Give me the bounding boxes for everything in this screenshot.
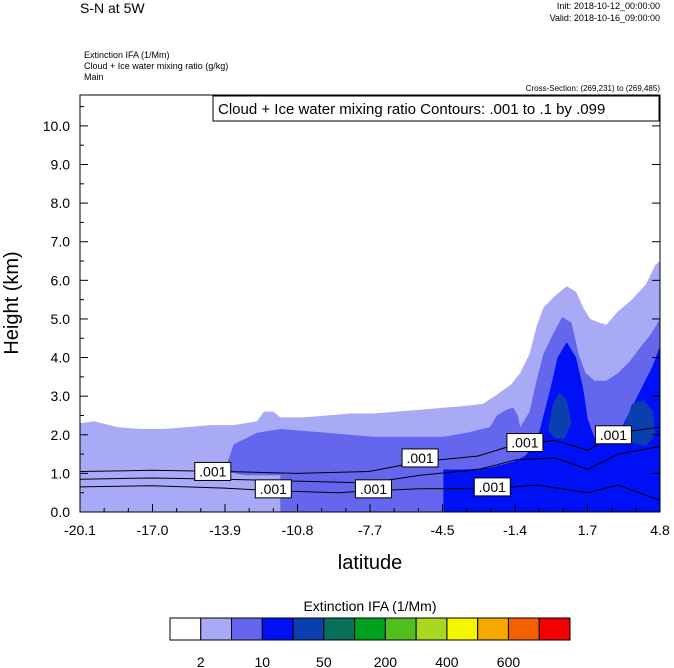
contour-info-box	[212, 95, 660, 122]
x-tick-label: -17.0	[137, 522, 169, 538]
contour-label-box	[594, 425, 632, 445]
extinction-fill-layer	[80, 261, 660, 512]
colorbar-swatch	[477, 617, 509, 641]
contour-label: .001	[360, 481, 387, 497]
colorbar-swatch	[292, 617, 325, 641]
colorbar-swatch	[169, 617, 202, 641]
y-tick-label: 7.0	[51, 234, 71, 250]
contour-label: .001	[260, 481, 287, 497]
x-tick-label: -13.9	[209, 522, 241, 538]
field-label-domain: Main	[84, 72, 104, 82]
valid-time: Valid: 2018-10-16_09:00:00	[549, 13, 660, 23]
contour-label-box	[506, 433, 544, 452]
colorbar-tick-label: 200	[374, 654, 398, 668]
colorbar-swatch	[231, 617, 263, 641]
field-label-mixing-ratio: Cloud + Ice water mixing ratio (g/kg)	[84, 61, 229, 71]
colorbar-swatch	[323, 617, 356, 641]
cross-section-label: Cross-Section: (269,231) to (269,485)	[525, 84, 660, 93]
colorbar-swatch	[384, 617, 417, 641]
colorbar-swatch	[354, 617, 386, 641]
contour-label: .001	[479, 479, 506, 495]
y-tick-label: 6.0	[51, 272, 71, 288]
x-tick-label: -4.5	[430, 522, 454, 538]
contour-label-box	[254, 479, 292, 499]
contour-label: .001	[199, 463, 226, 479]
colorbar-tick-label: 50	[316, 654, 332, 668]
extinction-region-3	[548, 392, 572, 439]
field-label-extinction: Extinction IFA (1/Mm)	[84, 50, 170, 60]
y-tick-label: 4.0	[51, 350, 71, 366]
x-tick-label: -20.1	[64, 522, 96, 538]
contour-label-layer: .001 .001 .001 .001 .001 .001 .001	[194, 425, 632, 499]
colorbar-tick-label: 2	[197, 654, 205, 668]
colorbar-tick-label: 400	[435, 654, 459, 668]
y-tick-label: 5.0	[51, 311, 71, 327]
contour-label-box	[473, 477, 511, 497]
contour-label-box	[401, 448, 439, 468]
contour-label: .001	[600, 427, 627, 443]
y-tick-label: 10.0	[43, 118, 70, 134]
colorbar-swatch	[261, 617, 294, 641]
mixing-ratio-contour-2	[80, 484, 660, 501]
y-tick-label: 3.0	[51, 388, 71, 404]
contour-label: .001	[406, 450, 433, 466]
colorbar-swatch	[507, 617, 540, 641]
y-tick-label: 1.0	[51, 465, 71, 481]
x-tick-label: -1.4	[503, 522, 527, 538]
colorbar-legend: 2 10 50 200 400 600	[169, 617, 571, 668]
y-axis: 0.0 1.0 2.0 3.0 4.0 5.0 6.0 7.0 8.0 9.0 10.0	[43, 106, 660, 520]
colorbar-tick-label: 600	[497, 654, 521, 668]
x-tick-label: 1.7	[578, 522, 598, 538]
colorbar-swatch	[415, 617, 448, 641]
x-tick-label: -7.7	[358, 522, 382, 538]
y-tick-label: 8.0	[51, 195, 71, 211]
y-tick-label: 0.0	[51, 504, 71, 520]
colorbar-swatch	[538, 617, 571, 641]
init-time: Init: 2018-10-12_00:00:00	[556, 1, 660, 11]
x-axis: -20.1 -17.0 -13.9 -10.8 -7.7 -4.5 -1.4 1.7 4.8	[64, 504, 670, 538]
contour-label: .001	[511, 435, 538, 451]
y-tick-label: 9.0	[51, 157, 71, 173]
colorbar-swatch	[200, 617, 233, 641]
x-axis-title: latitude	[338, 552, 403, 574]
contour-label-box	[194, 461, 232, 481]
colorbar-tick-label: 10	[255, 654, 271, 668]
plot-title: S-N at 5W	[80, 0, 145, 16]
contour-info-text: Cloud + Ice water mixing ratio Contours:…	[218, 101, 605, 118]
legend-title: Extinction IFA (1/Mm)	[303, 598, 436, 614]
x-tick-label: 4.8	[650, 522, 670, 538]
y-tick-label: 2.0	[51, 427, 71, 443]
y-axis-title: Height (km)	[1, 251, 23, 354]
contour-label-box	[354, 479, 392, 499]
x-tick-label: -10.8	[282, 522, 314, 538]
colorbar-swatch	[446, 617, 479, 641]
